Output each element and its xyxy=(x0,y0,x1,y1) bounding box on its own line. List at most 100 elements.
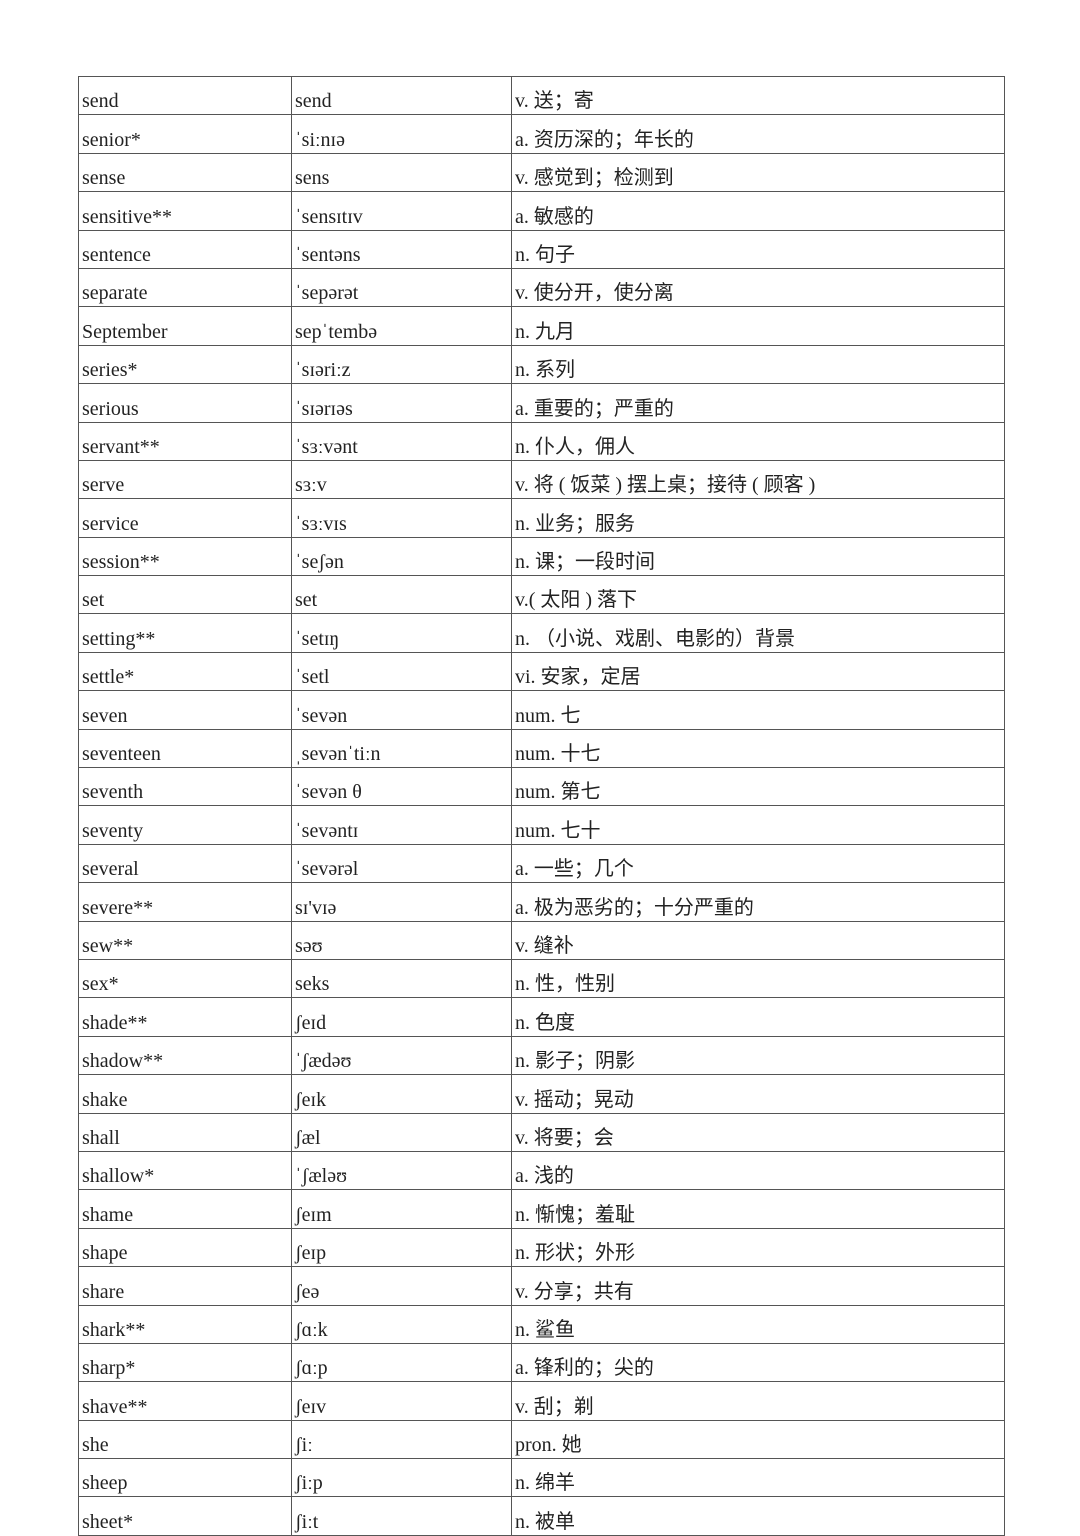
phonetic-cell: ˈsetl xyxy=(291,651,512,692)
word-cell: shake xyxy=(78,1074,292,1114)
definition-cell: n. 系列 xyxy=(511,344,1005,385)
word-cell: serious xyxy=(78,383,292,423)
word-cell: seven xyxy=(78,690,292,730)
word-cell: she xyxy=(78,1419,292,1460)
definition-cell: n. 绵羊 xyxy=(511,1458,1005,1498)
phonetic-cell: ˈsentəns xyxy=(291,229,512,269)
definition-cell: n. 课；一段时间 xyxy=(511,536,1005,577)
table-row: shape ʃeɪp n. 形状；外形 xyxy=(78,1227,1005,1268)
table-row: send send v. 送；寄 xyxy=(78,75,1005,116)
table-row: session** ˈseʃən n. 课；一段时间 xyxy=(78,536,1005,577)
table-row: seventh ˈsevən θ num. 第七 xyxy=(78,767,1005,807)
phonetic-cell: ˈʃædəʊ xyxy=(291,1035,512,1076)
phonetic-cell: sɪ'vɪə xyxy=(291,882,512,922)
definition-cell: v. 送；寄 xyxy=(511,75,1005,116)
table-row: shake ʃeɪk v. 摇动；晃动 xyxy=(78,1074,1005,1114)
word-cell: several xyxy=(78,843,292,884)
definition-cell: v. 将 ( 饭菜 ) 摆上桌；接待 ( 顾客 ) xyxy=(511,459,1005,500)
definition-cell: n. 仆人，佣人 xyxy=(511,421,1005,461)
vocabulary-table: send send v. 送；寄 senior* ˈsiːnɪə a. 资历深的；年长的 s… xyxy=(78,75,1005,1536)
phonetic-cell: ʃeə xyxy=(291,1266,512,1306)
table-row: separate ˈsepərət v. 使分开，使分离 xyxy=(78,267,1005,308)
phonetic-cell: ˈsiːnɪə xyxy=(291,114,512,154)
word-cell: setting** xyxy=(78,613,292,653)
table-row: setting** ˈsetɪŋ n. （小说、戏剧、电影的）背景 xyxy=(78,613,1005,653)
phonetic-cell: ʃeɪm xyxy=(291,1189,512,1229)
table-row: sense sens v. 感觉到；检测到 xyxy=(78,152,1005,193)
definition-cell: n. 色度 xyxy=(511,997,1005,1037)
phonetic-cell: ʃiːp xyxy=(291,1458,512,1498)
word-cell: send xyxy=(78,75,292,116)
phonetic-cell: set xyxy=(291,575,512,615)
word-cell: sheep xyxy=(78,1458,292,1498)
definition-cell: a. 资历深的；年长的 xyxy=(511,114,1005,154)
table-row: shallow* ˈʃæləʊ a. 浅的 xyxy=(78,1150,1005,1191)
phonetic-cell: ʃæl xyxy=(291,1112,512,1152)
phonetic-cell: ˈsɜːvɪs xyxy=(291,498,512,538)
phonetic-cell: ʃeɪv xyxy=(291,1381,512,1421)
phonetic-cell: ˌsevənˈtiːn xyxy=(291,728,512,769)
phonetic-cell: sɜːv xyxy=(291,459,512,500)
table-row: serve sɜːv v. 将 ( 饭菜 ) 摆上桌；接待 ( 顾客 ) xyxy=(78,459,1005,500)
definition-cell: v. 摇动；晃动 xyxy=(511,1074,1005,1114)
table-row: shade** ʃeɪd n. 色度 xyxy=(78,997,1005,1037)
phonetic-cell: ˈʃæləʊ xyxy=(291,1150,512,1191)
phonetic-cell: ʃeɪk xyxy=(291,1074,512,1114)
table-row: sheet* ʃiːt n. 被单 xyxy=(78,1496,1005,1536)
table-row: set set v.( 太阳 ) 落下 xyxy=(78,575,1005,615)
phonetic-cell: ʃɑːp xyxy=(291,1342,512,1383)
definition-cell: v.( 太阳 ) 落下 xyxy=(511,575,1005,615)
phonetic-cell: sepˈtembə xyxy=(291,306,512,346)
phonetic-cell: ˈseʃən xyxy=(291,536,512,577)
definition-cell: vi. 安家，定居 xyxy=(511,651,1005,692)
phonetic-cell: ˈsevərəl xyxy=(291,843,512,884)
word-cell: severe** xyxy=(78,882,292,922)
table-row: settle* ˈsetl vi. 安家，定居 xyxy=(78,651,1005,692)
phonetic-cell: seks xyxy=(291,958,512,999)
phonetic-cell: ˈsɜːvənt xyxy=(291,421,512,461)
definition-cell: v. 使分开，使分离 xyxy=(511,267,1005,308)
definition-cell: n. 影子；阴影 xyxy=(511,1035,1005,1076)
definition-cell: n. 性，性别 xyxy=(511,958,1005,999)
word-cell: sheet* xyxy=(78,1496,292,1536)
word-cell: seventy xyxy=(78,805,292,845)
definition-cell: n. 被单 xyxy=(511,1496,1005,1536)
definition-cell: pron. 她 xyxy=(511,1419,1005,1460)
definition-cell: num. 第七 xyxy=(511,767,1005,807)
table-row: shall ʃæl v. 将要；会 xyxy=(78,1112,1005,1152)
definition-cell: n. （小说、戏剧、电影的）背景 xyxy=(511,613,1005,653)
definition-cell: n. 句子 xyxy=(511,229,1005,269)
word-cell: shame xyxy=(78,1189,292,1229)
word-cell: settle* xyxy=(78,651,292,692)
word-cell: sew** xyxy=(78,920,292,960)
table-row: series* ˈsɪəriːz n. 系列 xyxy=(78,344,1005,385)
table-row: share ʃeə v. 分享；共有 xyxy=(78,1266,1005,1306)
definition-cell: num. 七十 xyxy=(511,805,1005,845)
word-cell: shallow* xyxy=(78,1150,292,1191)
definition-cell: n. 九月 xyxy=(511,306,1005,346)
phonetic-cell: ˈsevəntɪ xyxy=(291,805,512,845)
definition-cell: a. 浅的 xyxy=(511,1150,1005,1191)
word-cell: set xyxy=(78,575,292,615)
table-row: shadow** ˈʃædəʊ n. 影子；阴影 xyxy=(78,1035,1005,1076)
word-cell: shade** xyxy=(78,997,292,1037)
definition-cell: n. 惭愧；羞耻 xyxy=(511,1189,1005,1229)
phonetic-cell: ˈsepərət xyxy=(291,267,512,308)
table-row: senior* ˈsiːnɪə a. 资历深的；年长的 xyxy=(78,114,1005,154)
phonetic-cell: send xyxy=(291,75,512,116)
table-row: serious ˈsɪərɪəs a. 重要的；严重的 xyxy=(78,383,1005,423)
definition-cell: n. 鲨鱼 xyxy=(511,1304,1005,1344)
definition-cell: v. 刮；剃 xyxy=(511,1381,1005,1421)
table-row: sew** səʊ v. 缝补 xyxy=(78,920,1005,960)
table-row: sheep ʃiːp n. 绵羊 xyxy=(78,1458,1005,1498)
word-cell: senior* xyxy=(78,114,292,154)
word-cell: series* xyxy=(78,344,292,385)
table-row: seventy ˈsevəntɪ num. 七十 xyxy=(78,805,1005,845)
word-cell: shave** xyxy=(78,1381,292,1421)
table-row: sex* seks n. 性，性别 xyxy=(78,958,1005,999)
table-row: sensitive** ˈsensɪtɪv a. 敏感的 xyxy=(78,191,1005,231)
word-cell: session** xyxy=(78,536,292,577)
phonetic-cell: ˈsɪərɪəs xyxy=(291,383,512,423)
table-row: seven ˈsevən num. 七 xyxy=(78,690,1005,730)
definition-cell: n. 业务；服务 xyxy=(511,498,1005,538)
